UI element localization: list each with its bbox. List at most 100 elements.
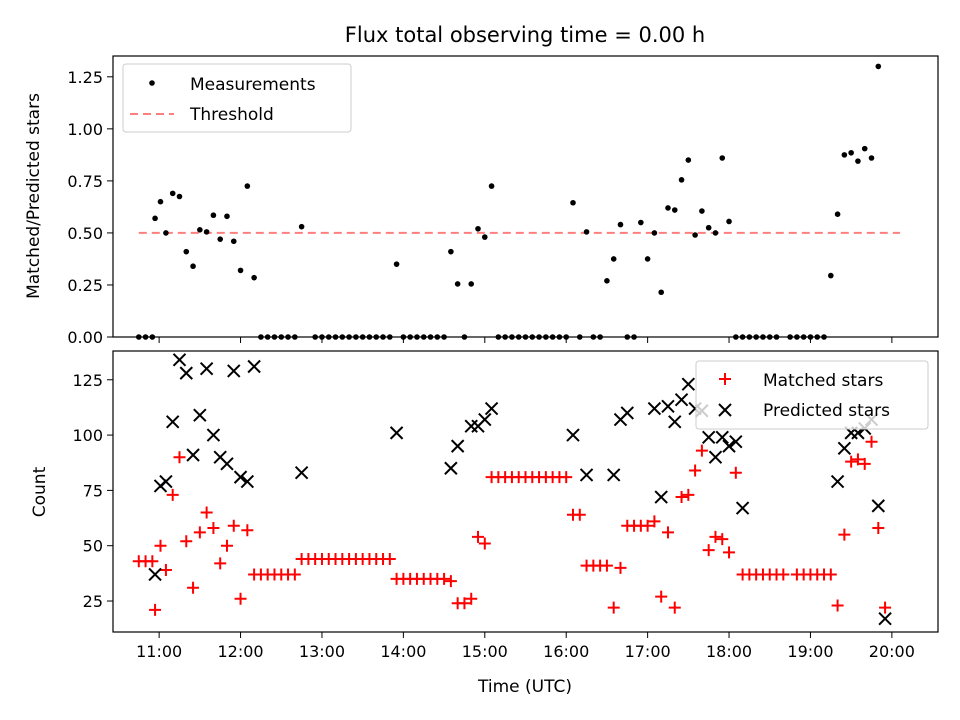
measurement-point [157,198,164,205]
bottom-y-tick-label: 100 [72,426,103,445]
top-y-axis-label: Matched/Predicted stars [24,93,44,299]
matched-stars-point [193,526,206,539]
measurement-point [152,215,158,222]
matched-stars-point [438,572,451,585]
predicted-stars-point [830,474,845,489]
top-panel: Flux total observing time = 0.00 h Match… [24,23,939,347]
measurement-point [224,213,230,220]
matched-stars-point [234,592,247,605]
predicted-stars-point [661,399,675,414]
measurement-point [393,261,400,267]
bottom-axes-frame [112,350,939,633]
measurement-point [678,177,685,183]
matched-stars-point [851,453,864,466]
bottom-x-ticks: 11:00 12:00 13:00 14:00 15:00 16:00 17:00 18:00… [136,632,915,661]
matched-stars-point [149,603,162,616]
top-y-tick-label: 0.00 [67,328,103,347]
predicted-stars-point [220,457,234,471]
predicted-stars-point [233,470,248,484]
matched-stars-point [146,555,159,568]
top-y-ticks: 0.00 0.25 0.50 0.75 1.00 1.25 [67,68,113,347]
top-axes-frame [112,55,939,338]
predicted-stars-point [715,430,729,444]
matched-stars-point [872,522,885,535]
measurement-point [481,234,488,240]
bottom-y-tick-label: 75 [83,481,103,500]
bottom-x-tick-label: 16:00 [543,642,589,661]
matched-stars-point [241,524,254,537]
predicted-stars-point [837,441,852,456]
matched-stars-point [166,488,179,501]
measurement-point [230,238,237,245]
measurement-point [176,193,183,200]
measurement-point [638,219,644,226]
predicted-stars-point [247,359,261,374]
measurement-point [841,152,848,158]
matched-stars-point [824,568,837,581]
matched-stars-point [879,601,892,614]
predicted-stars-point [159,474,173,489]
predicted-stars-point [389,426,404,440]
top-y-tick-label: 1.00 [67,120,103,139]
bottom-x-tick-label: 11:00 [136,642,182,661]
matched-stars-point [777,568,790,581]
matched-stars-point [655,590,668,603]
matched-stars-point [641,519,654,532]
measurement-point [244,183,251,189]
matched-stars-point [214,557,227,570]
bottom-legend: Matched stars Predicted stars [695,360,929,430]
measurement-point [726,218,732,225]
matched-stars-point [865,435,878,448]
bottom-y-ticks: 25 50 75 100 125 [72,371,113,611]
measurement-point [712,230,719,236]
predicted-stars-point [294,465,309,480]
matched-stars-legend-label: Matched stars [763,371,883,391]
measurement-point [848,149,854,156]
predicted-stars-point [701,430,716,444]
matched-stars-point [831,599,844,612]
matched-stars-points [132,435,892,616]
bottom-legend-box [695,360,929,430]
measurement-point [237,267,244,274]
predicted-stars-point [708,450,723,464]
measurement-point [644,256,651,262]
matched-stars-point [600,559,613,572]
predicted-stars-point [165,415,180,429]
predicted-stars-point [681,377,696,391]
predicted-stars-point [478,412,492,427]
predicted-stars-legend-marker [718,403,732,417]
bottom-x-tick-label: 13:00 [299,642,345,661]
measurement-point [719,155,726,161]
matched-stars-point [187,581,200,594]
bottom-x-tick-label: 15:00 [462,642,508,661]
measurement-point [658,289,664,296]
bottom-x-axis-label: Time (UTC) [477,677,572,697]
top-y-tick-label: 0.25 [67,276,103,295]
bottom-x-tick-label: 14:00 [380,642,426,661]
predicted-stars-point [674,392,689,407]
measurement-point [570,199,576,206]
matched-stars-point [648,515,661,528]
matched-stars-point [689,464,702,477]
predicted-stars-point [620,406,634,420]
measurement-point [705,224,712,231]
measurement-point [875,63,882,70]
predicted-stars-points [148,353,892,626]
measurement-point [855,158,861,164]
matched-stars-point [729,466,742,479]
predicted-stars-point [227,364,241,378]
measurement-point [861,145,868,152]
matched-stars-point [465,592,478,605]
matched-stars-point [458,597,471,610]
measurement-point [217,236,223,242]
measurement-point [163,230,169,236]
top-legend: Measurements Threshold [122,63,352,133]
measurement-point [671,207,678,213]
top-y-tick-label: 1.25 [67,68,103,87]
matched-stars-point [661,526,674,539]
matched-stars-point [716,533,729,546]
measurements-legend-label: Measurements [190,75,316,95]
bottom-x-tick-label: 19:00 [787,642,833,661]
predicted-stars-point [566,428,580,442]
